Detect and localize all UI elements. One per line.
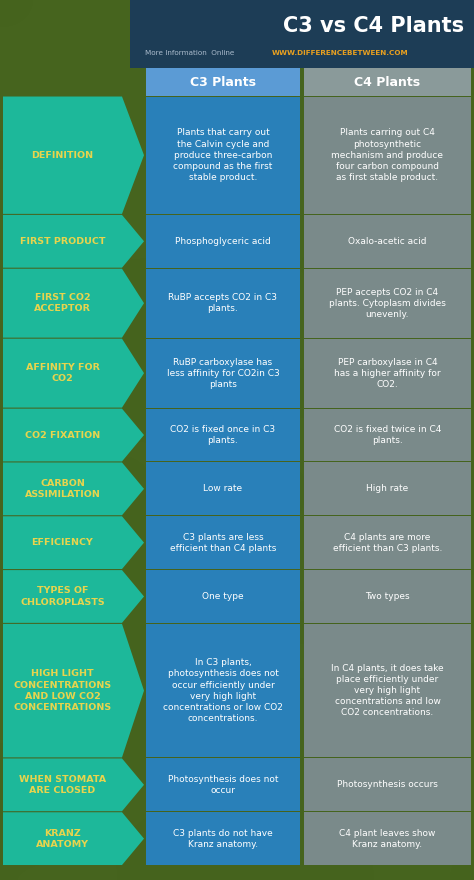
FancyBboxPatch shape xyxy=(304,215,471,268)
Text: Photosynthesis does not
occur: Photosynthesis does not occur xyxy=(168,774,278,795)
Polygon shape xyxy=(3,268,144,338)
FancyBboxPatch shape xyxy=(146,624,300,758)
FancyBboxPatch shape xyxy=(146,268,300,338)
Text: PEP carboxylase in C4
has a higher affinity for
CO2.: PEP carboxylase in C4 has a higher affin… xyxy=(334,357,441,389)
FancyBboxPatch shape xyxy=(146,68,300,96)
Text: C4 Plants: C4 Plants xyxy=(355,76,420,89)
Text: C3 Plants: C3 Plants xyxy=(190,76,256,89)
Text: RuBP carboxylase has
less affinity for CO2in C3
plants: RuBP carboxylase has less affinity for C… xyxy=(167,357,279,389)
Text: C4 plant leaves show
Kranz anatomy.: C4 plant leaves show Kranz anatomy. xyxy=(339,829,436,848)
Text: C3 plants are less
efficient than C4 plants: C3 plants are less efficient than C4 pla… xyxy=(170,532,276,553)
FancyBboxPatch shape xyxy=(304,68,471,96)
FancyBboxPatch shape xyxy=(146,517,300,569)
FancyBboxPatch shape xyxy=(146,215,300,268)
Text: KRANZ
ANATOMY: KRANZ ANATOMY xyxy=(36,829,89,848)
Text: CO2 is fixed twice in C4
plants.: CO2 is fixed twice in C4 plants. xyxy=(334,425,441,445)
Polygon shape xyxy=(3,408,144,461)
Text: AFFINITY FOR
CO2: AFFINITY FOR CO2 xyxy=(26,363,100,383)
Text: In C3 plants,
photosynthesis does not
occur efficiently under
very high light
co: In C3 plants, photosynthesis does not oc… xyxy=(163,658,283,722)
Text: TYPES OF
CHLOROPLASTS: TYPES OF CHLOROPLASTS xyxy=(20,586,105,606)
Text: Oxalo-acetic acid: Oxalo-acetic acid xyxy=(348,237,427,246)
Text: Low rate: Low rate xyxy=(203,484,243,494)
FancyBboxPatch shape xyxy=(304,812,471,865)
Polygon shape xyxy=(3,215,144,268)
FancyBboxPatch shape xyxy=(146,339,300,407)
Text: C3 plants do not have
Kranz anatomy.: C3 plants do not have Kranz anatomy. xyxy=(173,829,273,848)
FancyBboxPatch shape xyxy=(146,759,300,811)
Text: FIRST CO2
ACCEPTOR: FIRST CO2 ACCEPTOR xyxy=(34,293,91,313)
Text: RuBP accepts CO2 in C3
plants.: RuBP accepts CO2 in C3 plants. xyxy=(168,293,277,313)
Text: HIGH LIGHT
CONCENTRATIONS
AND LOW CO2
CONCENTRATIONS: HIGH LIGHT CONCENTRATIONS AND LOW CO2 CO… xyxy=(13,670,111,712)
Polygon shape xyxy=(3,812,144,865)
Text: CO2 is fixed once in C3
plants.: CO2 is fixed once in C3 plants. xyxy=(171,425,275,445)
Polygon shape xyxy=(3,97,144,214)
Text: C3 vs C4 Plants: C3 vs C4 Plants xyxy=(283,16,464,36)
FancyBboxPatch shape xyxy=(304,97,471,214)
Text: Plants carring out C4
photosynthetic
mechanism and produce
four carbon compound
: Plants carring out C4 photosynthetic mec… xyxy=(331,128,444,182)
FancyBboxPatch shape xyxy=(146,570,300,623)
FancyBboxPatch shape xyxy=(146,812,300,865)
Text: C4 plants are more
efficient than C3 plants.: C4 plants are more efficient than C3 pla… xyxy=(333,532,442,553)
Text: DEFINITION: DEFINITION xyxy=(31,150,93,159)
FancyBboxPatch shape xyxy=(304,517,471,569)
Polygon shape xyxy=(3,759,144,811)
FancyBboxPatch shape xyxy=(304,408,471,461)
Text: Phosphoglyceric acid: Phosphoglyceric acid xyxy=(175,237,271,246)
Text: FIRST PRODUCT: FIRST PRODUCT xyxy=(20,237,105,246)
FancyBboxPatch shape xyxy=(304,339,471,407)
FancyBboxPatch shape xyxy=(304,624,471,758)
Text: WWW.DIFFERENCEBETWEEN.COM: WWW.DIFFERENCEBETWEEN.COM xyxy=(272,50,409,56)
Text: Plants that carry out
the Calvin cycle and
produce three-carbon
compound as the : Plants that carry out the Calvin cycle a… xyxy=(173,128,273,182)
Polygon shape xyxy=(3,517,144,569)
Text: One type: One type xyxy=(202,592,244,601)
Polygon shape xyxy=(3,624,144,758)
Text: EFFICIENCY: EFFICIENCY xyxy=(32,539,93,547)
Text: CARBON
ASSIMILATION: CARBON ASSIMILATION xyxy=(25,479,100,499)
FancyBboxPatch shape xyxy=(304,268,471,338)
FancyBboxPatch shape xyxy=(146,408,300,461)
Text: WHEN STOMATA
ARE CLOSED: WHEN STOMATA ARE CLOSED xyxy=(19,774,106,795)
Polygon shape xyxy=(3,339,144,407)
FancyBboxPatch shape xyxy=(304,463,471,515)
Text: PEP accepts CO2 in C4
plants. Cytoplasm divides
unevenly.: PEP accepts CO2 in C4 plants. Cytoplasm … xyxy=(329,288,446,319)
Polygon shape xyxy=(3,463,144,515)
FancyBboxPatch shape xyxy=(304,759,471,811)
FancyBboxPatch shape xyxy=(146,463,300,515)
Text: Photosynthesis occurs: Photosynthesis occurs xyxy=(337,781,438,789)
Text: More Information  Online: More Information Online xyxy=(145,50,234,56)
FancyBboxPatch shape xyxy=(130,0,474,68)
Text: Two types: Two types xyxy=(365,592,410,601)
Polygon shape xyxy=(3,570,144,623)
Text: High rate: High rate xyxy=(366,484,409,494)
FancyBboxPatch shape xyxy=(146,97,300,214)
FancyBboxPatch shape xyxy=(304,570,471,623)
Text: In C4 plants, it does take
place efficiently under
very high light
concentration: In C4 plants, it does take place efficie… xyxy=(331,664,444,717)
Text: CO2 FIXATION: CO2 FIXATION xyxy=(25,430,100,439)
